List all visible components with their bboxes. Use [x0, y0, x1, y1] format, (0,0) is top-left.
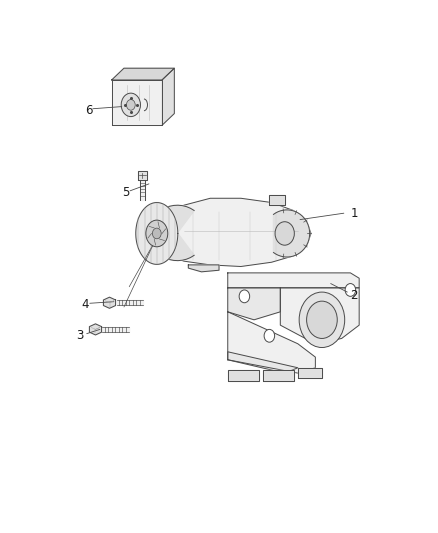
- Polygon shape: [149, 205, 194, 261]
- Circle shape: [345, 284, 356, 296]
- Text: 4: 4: [81, 298, 88, 311]
- Text: 6: 6: [85, 104, 93, 117]
- Polygon shape: [103, 297, 116, 308]
- Circle shape: [152, 228, 161, 239]
- Circle shape: [275, 222, 294, 245]
- Polygon shape: [273, 210, 310, 257]
- Polygon shape: [188, 265, 219, 272]
- Polygon shape: [228, 352, 298, 373]
- Polygon shape: [136, 203, 178, 264]
- Circle shape: [299, 292, 345, 348]
- Polygon shape: [228, 288, 280, 320]
- Polygon shape: [228, 370, 259, 381]
- Circle shape: [127, 100, 135, 110]
- Polygon shape: [140, 198, 311, 266]
- Polygon shape: [298, 368, 322, 378]
- Text: 2: 2: [350, 289, 358, 302]
- Polygon shape: [112, 80, 162, 125]
- Polygon shape: [269, 195, 285, 205]
- Polygon shape: [112, 68, 174, 80]
- Text: 3: 3: [77, 329, 84, 342]
- Polygon shape: [228, 273, 359, 288]
- Polygon shape: [280, 288, 359, 344]
- Polygon shape: [263, 370, 294, 381]
- Polygon shape: [117, 301, 143, 305]
- Text: 1: 1: [350, 207, 358, 220]
- Circle shape: [307, 301, 337, 338]
- Circle shape: [146, 220, 168, 247]
- Circle shape: [239, 290, 250, 303]
- Polygon shape: [228, 312, 315, 373]
- Text: 5: 5: [122, 187, 129, 199]
- Polygon shape: [162, 68, 174, 125]
- Circle shape: [264, 329, 275, 342]
- Polygon shape: [102, 327, 129, 332]
- Circle shape: [121, 93, 141, 117]
- Polygon shape: [140, 180, 145, 200]
- Polygon shape: [89, 324, 102, 335]
- Polygon shape: [138, 171, 147, 180]
